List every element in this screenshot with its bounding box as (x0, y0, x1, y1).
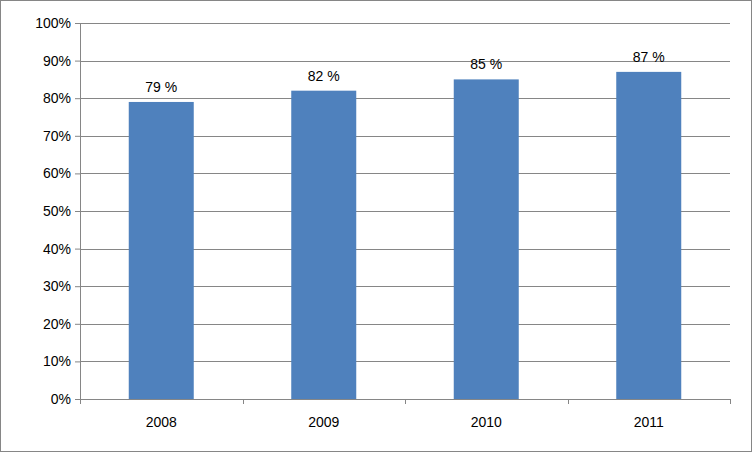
x-boundary-tick (243, 399, 244, 404)
y-tick: 10% (43, 353, 80, 369)
y-tick: 100% (35, 15, 80, 31)
y-tick-mark (75, 286, 80, 287)
y-tick-label: 60% (43, 165, 71, 181)
y-tick-mark (75, 249, 80, 250)
y-tick-label: 50% (43, 203, 71, 219)
y-tick: 90% (43, 53, 80, 69)
y-tick: 40% (43, 241, 80, 257)
y-tick-label: 0% (51, 391, 71, 407)
y-tick-label: 100% (35, 15, 71, 31)
bar (616, 72, 681, 399)
data-label: 79 % (145, 79, 177, 95)
grid-line (80, 23, 730, 24)
y-tick-label: 70% (43, 128, 71, 144)
y-tick-mark (75, 399, 80, 400)
x-boundary-ticks (81, 399, 731, 404)
bar (454, 79, 519, 399)
y-tick: 20% (43, 316, 80, 332)
x-tick: 2009 (308, 414, 339, 430)
y-tick-mark (75, 98, 80, 99)
x-tick-label: 2011 (634, 414, 664, 430)
y-tick-label: 30% (43, 278, 71, 294)
y-tick-mark (75, 61, 80, 62)
x-tick-label: 2009 (308, 414, 339, 430)
data-label: 85 % (470, 56, 502, 72)
y-tick-mark (75, 173, 80, 174)
data-label: 87 % (633, 49, 665, 65)
y-tick-label: 80% (43, 90, 71, 106)
y-tick: 70% (43, 128, 80, 144)
y-tick: 60% (43, 165, 80, 181)
x-axis: 2008 2009 2010 2011 (81, 400, 731, 430)
bars (129, 72, 682, 399)
x-tick: 2008 (146, 414, 177, 430)
y-tick-label: 20% (43, 316, 71, 332)
y-tick-mark (75, 324, 80, 325)
y-axis-line (75, 24, 81, 400)
y-tick-mark (75, 361, 80, 362)
y-axis: 0% 10% 20% 30% 40% 50% 60% 70% 80% 90% 100% (35, 15, 80, 407)
y-tick-label: 90% (43, 53, 71, 69)
y-tick-mark (75, 136, 80, 137)
chart: 0%10%20%30%40%50%60%70%80%90%100%2008200… (0, 0, 752, 452)
x-boundary-tick (568, 399, 569, 404)
y-tick: 30% (43, 278, 80, 294)
x-boundary-tick (405, 399, 406, 404)
y-tick: 80% (43, 90, 80, 106)
grid (80, 24, 730, 400)
y-tick-mark (75, 211, 80, 212)
bar (129, 102, 194, 399)
x-tick-label: 2010 (471, 414, 502, 430)
x-tick-label: 2008 (146, 414, 177, 430)
data-labels: 79 % 82 % 85 % 87 % (145, 49, 664, 95)
y-tick-label: 40% (43, 241, 71, 257)
data-label: 82 % (308, 68, 340, 84)
y-tick-label: 10% (43, 353, 71, 369)
frame (1, 1, 752, 452)
bar (291, 91, 356, 399)
x-boundary-tick (80, 399, 81, 404)
y-tick: 0% (51, 391, 80, 407)
y-tick-mark (75, 23, 80, 24)
x-boundary-tick (730, 399, 731, 404)
x-tick: 2010 (471, 414, 502, 430)
x-tick: 2011 (634, 414, 664, 430)
y-tick: 50% (43, 203, 80, 219)
plot: 0%10%20%30%40%50%60%70%80%90%100%2008200… (35, 15, 730, 430)
